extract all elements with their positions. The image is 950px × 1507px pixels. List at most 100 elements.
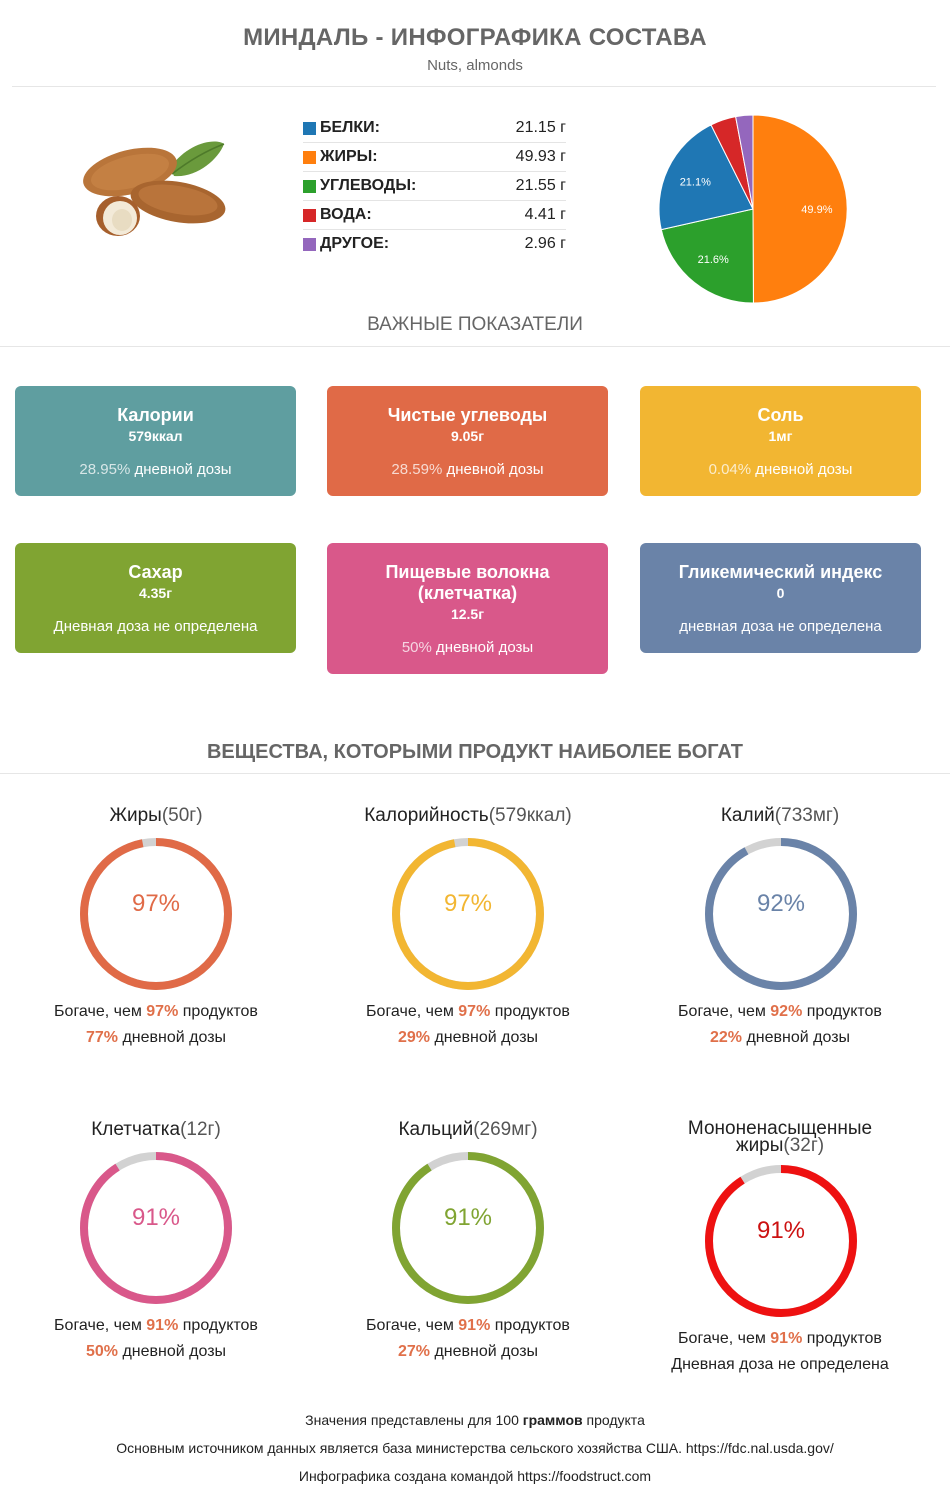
nutrient-name: Кальций	[398, 1119, 474, 1140]
nutrient-label: Калий(733мг)	[625, 806, 935, 826]
donut-percent: 91%	[756, 1217, 806, 1244]
card-sugar: Сахар 4.35г Дневная доза не определена	[15, 543, 296, 653]
nutrient-amount: (12г)	[180, 1119, 221, 1140]
pie-slice-label: 21.6%	[698, 254, 729, 266]
nutrient-donut	[80, 1152, 232, 1304]
pie-slice	[660, 208, 754, 304]
nutrient-amount: (50г)	[161, 805, 203, 826]
composition-row: ВОДА: 4.41 г	[303, 201, 566, 230]
card-value: 0	[776, 585, 785, 601]
nutrient-richer-text: Богаче, чем 91% продуктов	[1, 1313, 311, 1339]
donut-arc	[80, 838, 232, 990]
nutrient-label: Жиры(50г)	[1, 806, 311, 826]
card-dose-text: Дневная доза не определена	[53, 618, 258, 635]
nutrient-name: Жиры	[109, 805, 162, 826]
card-value: 12.5г	[450, 606, 485, 622]
richer-prefix: Богаче, чем	[366, 1317, 459, 1334]
dose-text: дневной дозы	[118, 1343, 227, 1360]
card-dose-percent: 0.04%	[708, 461, 752, 478]
nutrient-dose-text: 77% дневной дозы	[1, 1025, 311, 1051]
nutrient-donut	[705, 1165, 857, 1317]
dose-text: дневной дозы	[118, 1029, 227, 1046]
pie-slice-label: 21.1%	[680, 177, 711, 189]
composition-value: 4.41 г	[524, 206, 566, 223]
nutrient-dose-text: Дневная доза не определена	[625, 1352, 935, 1378]
section-divider	[0, 773, 950, 774]
nutrient-richer-text: Богаче, чем 92% продуктов	[625, 999, 935, 1025]
richer-percent: 91%	[146, 1317, 179, 1334]
richer-suffix: продуктов	[490, 1003, 570, 1020]
page-subtitle: Nuts, almonds	[427, 57, 523, 74]
nutrient-label: Клетчатка(12г)	[1, 1120, 311, 1140]
dose-percent: 29%	[397, 1029, 430, 1046]
card-title: Гликемический индекс	[678, 562, 883, 582]
nutrient-richer-text: Богаче, чем 97% продуктов	[313, 999, 623, 1025]
card-title: Пищевые волокна (клетчатка)	[385, 562, 550, 603]
nutrient-amount: (733мг)	[774, 805, 840, 826]
card-title: Соль	[757, 405, 804, 425]
richer-suffix: продуктов	[490, 1317, 570, 1334]
donut-percent: 97%	[131, 890, 181, 917]
almond-illustration	[83, 141, 226, 236]
card-title: Калории	[117, 405, 194, 425]
composition-row: БЕЛКИ: 21.15 г	[303, 114, 566, 143]
donut-arc	[392, 1152, 544, 1304]
nutrient-richer-text: Богаче, чем 97% продуктов	[1, 999, 311, 1025]
composition-value: 2.96 г	[524, 235, 566, 252]
nutrient-donut	[80, 838, 232, 990]
composition-value: 49.93 г	[515, 148, 566, 165]
composition-value: 21.15 г	[515, 119, 566, 136]
nutrient-amount: (269мг)	[473, 1119, 538, 1140]
composition-value: 21.55 г	[515, 177, 566, 194]
card-dose-text: дневной дозы	[446, 461, 544, 478]
nutrient-dose-text: 22% дневной дозы	[625, 1025, 935, 1051]
nutrient-label: Кальций(269мг)	[313, 1120, 623, 1140]
card-dose-text: дневной дозы	[436, 639, 534, 656]
footer-text: продукта	[582, 1412, 645, 1428]
nutrient-label: Мононенасыщенные жиры(32г)	[645, 1118, 915, 1156]
dose-percent: 22%	[709, 1029, 742, 1046]
card-dose-percent: 50%	[401, 639, 432, 656]
richer-percent: 97%	[146, 1003, 179, 1020]
nutrient-dose-text: 29% дневной дозы	[313, 1025, 623, 1051]
card-dose-text: дневной дозы	[755, 461, 853, 478]
card-title: Сахар	[128, 562, 183, 582]
composition-row: УГЛЕВОДЫ: 21.55 г	[303, 172, 566, 201]
nutrient-label: Калорийность(579ккал)	[313, 806, 623, 826]
donut-percent: 92%	[756, 890, 806, 917]
nutrient-dose-text: 27% дневной дозы	[313, 1339, 623, 1365]
dose-text: дневной дозы	[430, 1343, 539, 1360]
pie-slice	[735, 114, 754, 210]
section-heading-important: ВАЖНЫЕ ПОКАЗАТЕЛИ	[367, 314, 583, 335]
composition-name: ВОДА:	[320, 206, 372, 223]
donut-arc	[705, 1165, 857, 1317]
card-dose-text: дневной дозы	[134, 461, 232, 478]
card-dose-text: дневная доза не определена	[679, 618, 882, 635]
richer-prefix: Богаче, чем	[54, 1003, 147, 1020]
nutrient-donut	[392, 1152, 544, 1304]
richer-suffix: продуктов	[802, 1003, 882, 1020]
richer-prefix: Богаче, чем	[678, 1330, 771, 1347]
pie-slice	[752, 114, 848, 304]
nutrient-name: Калорийность	[364, 805, 489, 826]
composition-name: ЖИРЫ:	[320, 148, 378, 165]
page-title: МИНДАЛЬ - ИНФОГРАФИКА СОСТАВА	[243, 24, 707, 51]
composition-table: БЕЛКИ: 21.15 г ЖИРЫ: 49.93 г УГЛЕВОДЫ: 2…	[303, 114, 566, 258]
card-value: 9.05г	[450, 428, 485, 444]
richer-prefix: Богаче, чем	[366, 1003, 459, 1020]
nutrient-name: Калий	[720, 805, 775, 826]
nutrient-richer-text: Богаче, чем 91% продуктов	[625, 1326, 935, 1352]
card-value: 1мг	[768, 428, 793, 444]
card-fiber: Пищевые волокна (клетчатка) 12.5г 50% дн…	[327, 543, 608, 674]
richer-percent: 92%	[770, 1003, 803, 1020]
nutrient-donut	[392, 838, 544, 990]
footer-note: Значения представлены для 100 граммов пр…	[0, 1412, 950, 1428]
nutrient-name: Мононенасыщенные жиры	[687, 1118, 873, 1156]
composition-row: ЖИРЫ: 49.93 г	[303, 143, 566, 172]
composition-name: БЕЛКИ:	[320, 119, 380, 136]
color-swatch	[303, 237, 316, 251]
footer-source: Основным источником данных является база…	[116, 1440, 834, 1456]
section-heading-rich: ВЕЩЕСТВА, КОТОРЫМИ ПРОДУКТ НАИБОЛЕЕ БОГА…	[206, 741, 743, 763]
composition-row: ДРУГОЕ: 2.96 г	[303, 230, 566, 258]
color-swatch	[303, 208, 316, 222]
